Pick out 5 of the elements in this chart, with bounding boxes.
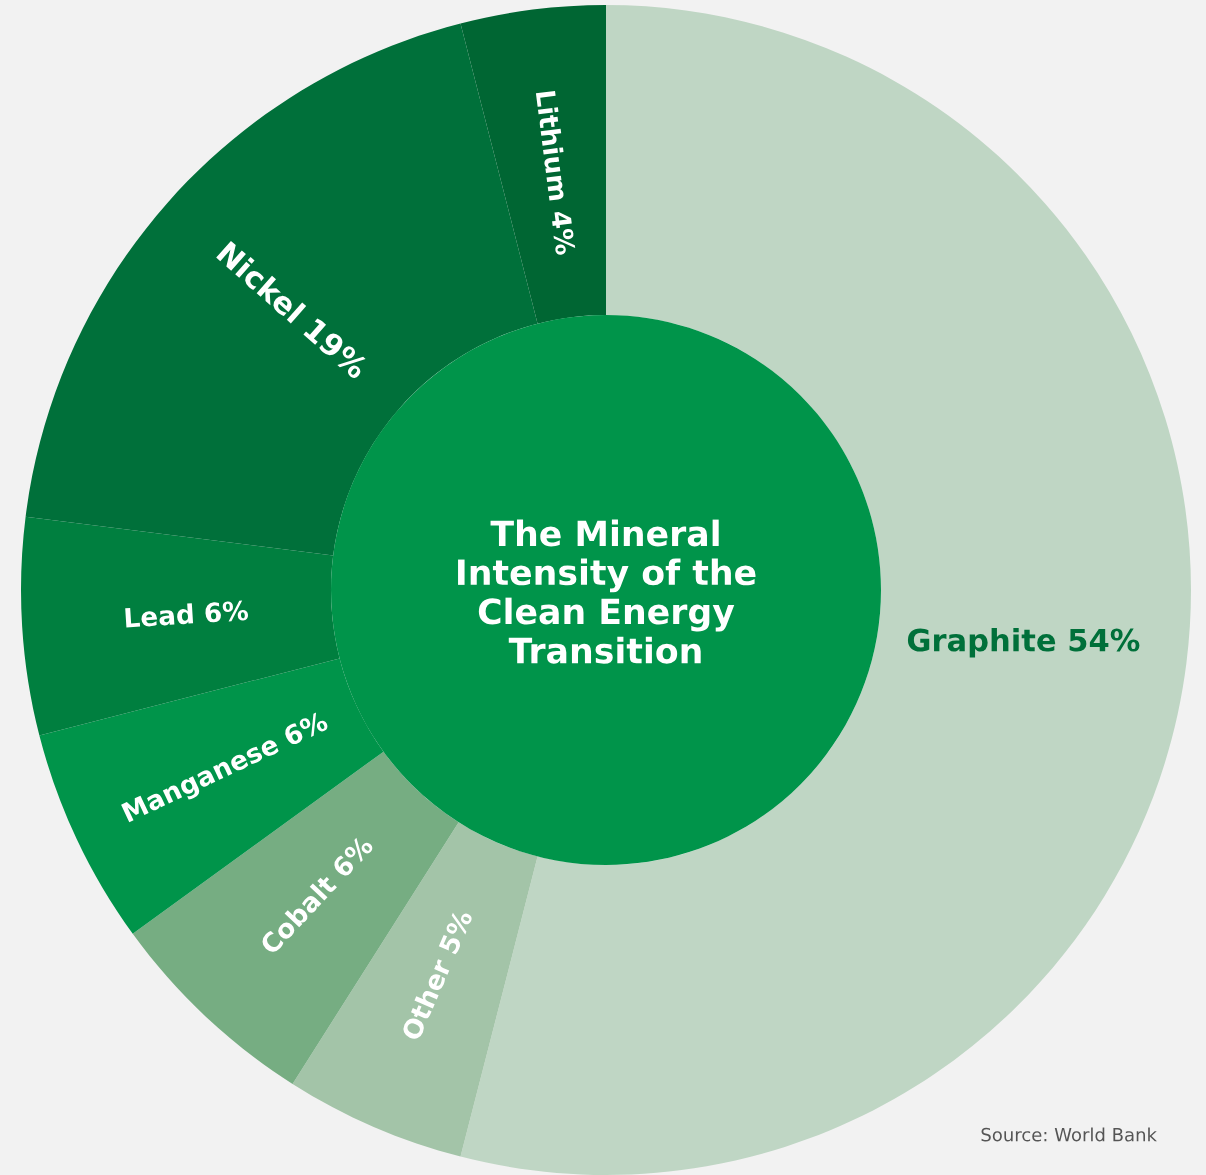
slice-label: Graphite 54% xyxy=(907,627,1140,658)
slice-label: Lead 6% xyxy=(125,599,249,628)
source-note: Source: World Bank xyxy=(981,1127,1157,1142)
text: The Mineral Intensity of the Clean Energy Transition xyxy=(458,519,756,664)
slice-label: Lithium 4% xyxy=(535,90,577,256)
